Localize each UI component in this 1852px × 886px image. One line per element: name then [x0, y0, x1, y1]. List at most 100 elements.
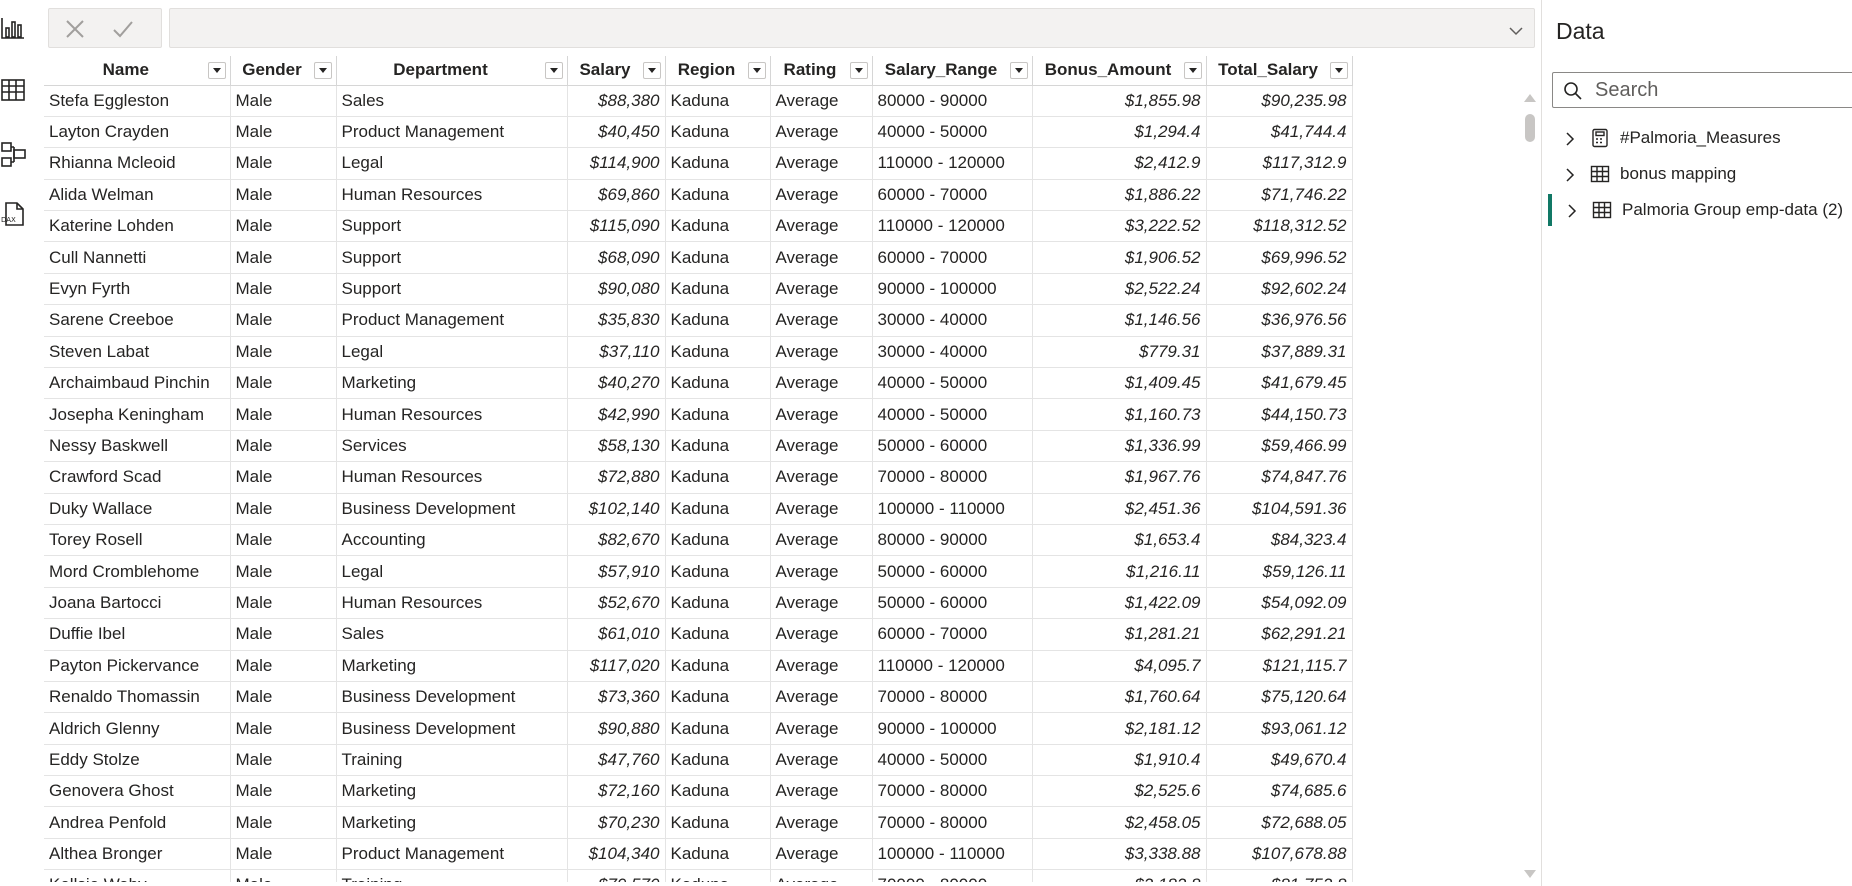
cell-gender[interactable]: Male: [230, 618, 337, 651]
cell-region[interactable]: Kaduna: [665, 241, 771, 274]
cell-rating[interactable]: Average: [770, 461, 873, 494]
cell-name[interactable]: Crawford Scad: [44, 461, 231, 494]
filter-dropdown-icon[interactable]: [313, 62, 332, 79]
cell-salary-range[interactable]: 40000 - 50000: [872, 367, 1033, 400]
filter-dropdown-icon[interactable]: [1329, 62, 1348, 79]
cell-department[interactable]: Product Management: [336, 304, 568, 337]
cell-salary[interactable]: $102,140: [567, 493, 666, 525]
cell-salary-range[interactable]: 40000 - 50000: [872, 398, 1033, 431]
cell-total-salary[interactable]: $107,678.88: [1206, 838, 1353, 871]
cell-bonus-amount[interactable]: $1,336.99: [1032, 430, 1207, 463]
cell-salary-range[interactable]: 110000 - 120000: [872, 210, 1033, 243]
cell-salary-range[interactable]: 90000 - 100000: [872, 712, 1033, 745]
cell-rating[interactable]: Average: [770, 147, 873, 180]
cell-rating[interactable]: Average: [770, 775, 873, 808]
cell-gender[interactable]: Male: [230, 461, 337, 494]
cell-department[interactable]: Business Development: [336, 681, 568, 714]
table-row[interactable]: Stefa Eggleston Male Sales $88,380 Kaduna Ave…: [44, 85, 1353, 117]
column-header-bonus-amount[interactable]: Bonus_Amount: [1032, 56, 1207, 86]
cell-gender[interactable]: Male: [230, 179, 337, 212]
cell-department[interactable]: Business Development: [336, 712, 568, 745]
cell-rating[interactable]: Average: [770, 712, 873, 745]
cell-department[interactable]: Human Resources: [336, 398, 568, 431]
cell-region[interactable]: Kaduna: [665, 304, 771, 337]
cell-rating[interactable]: Average: [770, 85, 873, 117]
cell-gender[interactable]: Male: [230, 775, 337, 808]
cell-total-salary[interactable]: $121,115.7: [1206, 650, 1353, 682]
cell-name[interactable]: Josepha Keningham: [44, 398, 231, 431]
cell-gender[interactable]: Male: [230, 304, 337, 337]
filter-dropdown-icon[interactable]: [207, 62, 226, 79]
cell-total-salary[interactable]: $41,679.45: [1206, 367, 1353, 400]
cell-name[interactable]: Eddy Stolze: [44, 744, 231, 777]
cell-salary[interactable]: $52,670: [567, 587, 666, 620]
cell-salary[interactable]: $72,880: [567, 461, 666, 494]
table-row[interactable]: Torey Rosell Male Accounting $82,670 Kaduna A…: [44, 524, 1353, 557]
cell-rating[interactable]: Average: [770, 838, 873, 871]
table-row[interactable]: Genovera Ghost Male Marketing $72,160 Kaduna…: [44, 775, 1353, 808]
cell-rating[interactable]: Average: [770, 744, 873, 777]
filter-dropdown-icon[interactable]: [642, 62, 661, 79]
table-row[interactable]: Duffie Ibel Male Sales $61,010 Kaduna Average…: [44, 618, 1353, 651]
cell-department[interactable]: Human Resources: [336, 587, 568, 620]
cell-salary[interactable]: $72,160: [567, 775, 666, 808]
cell-region[interactable]: Kaduna: [665, 650, 771, 682]
filter-dropdown-icon[interactable]: [849, 62, 868, 79]
cell-rating[interactable]: Average: [770, 367, 873, 400]
cell-rating[interactable]: Average: [770, 555, 873, 588]
cell-name[interactable]: Evyn Fyrth: [44, 273, 231, 306]
cell-total-salary[interactable]: $37,889.31: [1206, 336, 1353, 369]
cell-gender[interactable]: Male: [230, 210, 337, 243]
cell-gender[interactable]: Male: [230, 806, 337, 839]
cell-total-salary[interactable]: $44,150.73: [1206, 398, 1353, 431]
cell-salary-range[interactable]: 70000 - 80000: [872, 461, 1033, 494]
table-view-icon[interactable]: [0, 76, 28, 104]
cell-salary[interactable]: $68,090: [567, 241, 666, 274]
cell-gender[interactable]: Male: [230, 555, 337, 588]
column-header-department[interactable]: Department: [336, 56, 568, 86]
cell-name[interactable]: Duky Wallace: [44, 493, 231, 525]
cell-total-salary[interactable]: $41,744.4: [1206, 116, 1353, 149]
cell-region[interactable]: Kaduna: [665, 681, 771, 714]
cell-rating[interactable]: Average: [770, 116, 873, 149]
cell-department[interactable]: Product Management: [336, 116, 568, 149]
cell-bonus-amount[interactable]: $1,967.76: [1032, 461, 1207, 494]
cell-bonus-amount[interactable]: $1,906.52: [1032, 241, 1207, 274]
cell-region[interactable]: Kaduna: [665, 618, 771, 651]
cell-region[interactable]: Kaduna: [665, 367, 771, 400]
cell-salary-range[interactable]: 110000 - 120000: [872, 147, 1033, 180]
cell-bonus-amount[interactable]: $2,522.24: [1032, 273, 1207, 306]
table-row[interactable]: Althea Bronger Male Product Management $104…: [44, 838, 1353, 871]
cell-total-salary[interactable]: $49,670.4: [1206, 744, 1353, 777]
cell-rating[interactable]: Average: [770, 398, 873, 431]
field-list-item[interactable]: Palmoria Group emp-data (2): [1548, 194, 1851, 226]
cell-region[interactable]: Kaduna: [665, 838, 771, 871]
cell-total-salary[interactable]: $84,323.4: [1206, 524, 1353, 557]
table-row[interactable]: Layton Crayden Male Product Management $40,…: [44, 116, 1353, 149]
column-header-salary-range[interactable]: Salary_Range: [872, 56, 1033, 86]
cell-total-salary[interactable]: $92,602.24: [1206, 273, 1353, 306]
cell-rating[interactable]: Average: [770, 618, 873, 651]
cell-bonus-amount[interactable]: $1,294.4: [1032, 116, 1207, 149]
cell-salary[interactable]: $42,990: [567, 398, 666, 431]
cell-rating[interactable]: Average: [770, 273, 873, 306]
cell-total-salary[interactable]: $74,847.76: [1206, 461, 1353, 494]
cell-total-salary[interactable]: $104,591.36: [1206, 493, 1353, 525]
cell-salary-range[interactable]: 80000 - 90000: [872, 85, 1033, 117]
cell-salary-range[interactable]: 60000 - 70000: [872, 179, 1033, 212]
cell-salary-range[interactable]: 40000 - 50000: [872, 116, 1033, 149]
cell-salary-range[interactable]: 40000 - 50000: [872, 744, 1033, 777]
cell-bonus-amount[interactable]: $2,451.36: [1032, 493, 1207, 525]
cell-department[interactable]: Legal: [336, 555, 568, 588]
cell-name[interactable]: Layton Crayden: [44, 116, 231, 149]
commit-edit-button[interactable]: [111, 17, 135, 41]
cell-bonus-amount[interactable]: $1,653.4: [1032, 524, 1207, 557]
cell-total-salary[interactable]: $59,466.99: [1206, 430, 1353, 463]
cell-bonus-amount[interactable]: $1,409.45: [1032, 367, 1207, 400]
table-row[interactable]: Evyn Fyrth Male Support $90,080 Kaduna Averag…: [44, 273, 1353, 306]
cell-name[interactable]: Aldrich Glenny: [44, 712, 231, 745]
cell-rating[interactable]: Average: [770, 179, 873, 212]
cell-salary-range[interactable]: 70000 - 80000: [872, 869, 1033, 882]
cell-name[interactable]: Stefa Eggleston: [44, 85, 231, 117]
cell-salary-range[interactable]: 90000 - 100000: [872, 273, 1033, 306]
